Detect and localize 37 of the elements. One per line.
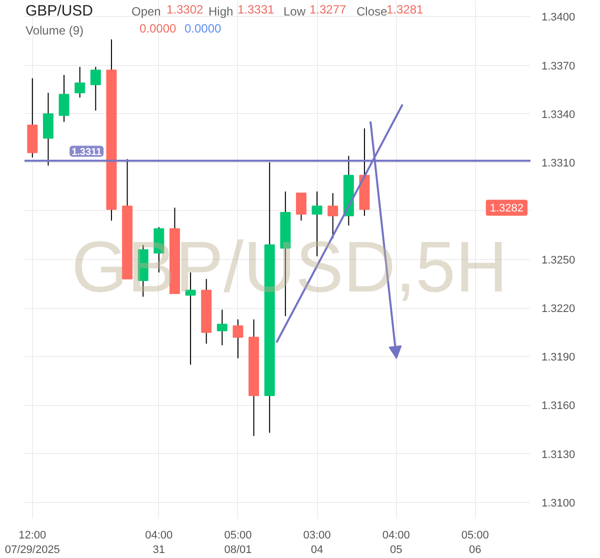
- y-tick-label: 1.3340: [542, 108, 576, 121]
- annotation: 1.3331: [238, 2, 275, 16]
- annotation: 1.3282: [490, 202, 524, 215]
- y-tick-label: 1.3220: [542, 303, 576, 316]
- y-tick-label: 1.3190: [542, 352, 576, 364]
- candlestick: [296, 192, 306, 222]
- y-tick-label: 1.3370: [542, 60, 576, 72]
- annotation: 1.3302: [166, 2, 204, 16]
- x-tick-label: 03:00 04: [303, 530, 331, 556]
- annotation: High: [208, 4, 234, 18]
- x-tick-label: 05:00 08/01: [224, 530, 252, 556]
- annotation: 0.0000: [140, 22, 177, 36]
- candlestick: [232, 318, 244, 359]
- x-tick-label: 12:00 07/29/2025: [4, 530, 60, 556]
- x-tick-label: 04:00 05: [382, 530, 410, 556]
- candlestick: [328, 192, 338, 239]
- annotation: 1.3277: [310, 2, 347, 16]
- y-tick-label: 1.3400: [542, 12, 576, 24]
- candlestick: [90, 66, 101, 112]
- annotation: Open: [132, 4, 161, 18]
- x-tick-label: 04:00 31: [145, 530, 173, 556]
- ref-line-label: 1.3311: [72, 146, 102, 158]
- y-tick-label: 1.3310: [542, 157, 576, 170]
- chart-title: GBP/USD: [26, 2, 94, 20]
- candlestick: [74, 66, 86, 98]
- annotation: Volume (9): [26, 24, 84, 38]
- y-tick-label: 1.3100: [542, 497, 576, 510]
- y-tick-label: 1.3160: [542, 400, 576, 412]
- candlestick: [58, 74, 70, 122]
- candlestick: [216, 309, 228, 346]
- annotation: Low: [284, 4, 306, 18]
- y-tick-label: 1.3130: [542, 448, 576, 461]
- x-tick-label: 05:00 06: [461, 530, 489, 556]
- annotation: 1.3281: [386, 2, 424, 16]
- y-tick-label: 1.3250: [542, 254, 576, 266]
- annotation: 0.0000: [184, 22, 222, 36]
- annotation: Close: [356, 4, 388, 18]
